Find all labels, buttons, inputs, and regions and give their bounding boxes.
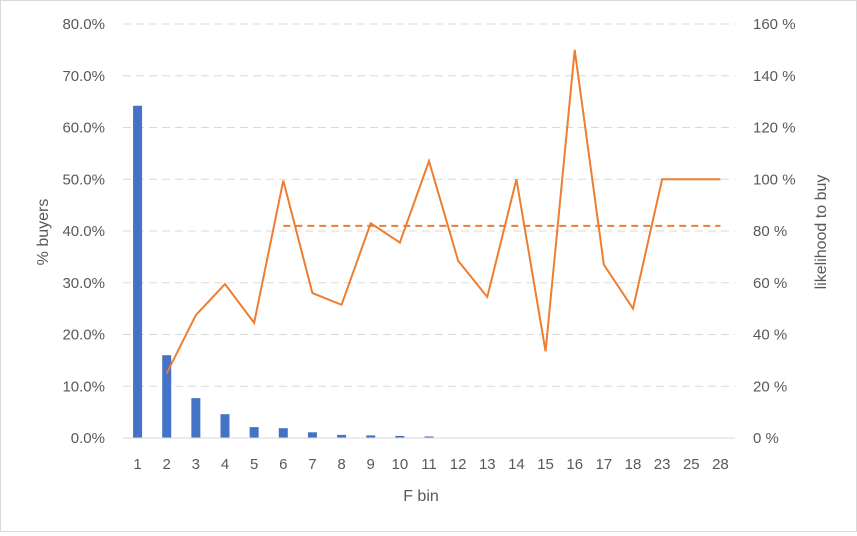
bar	[249, 427, 259, 438]
x-tick-label: 6	[279, 456, 287, 473]
bar	[337, 434, 347, 438]
y-right-tick-label: 60 %	[753, 275, 787, 292]
y-axis-left-title: % buyers	[35, 199, 52, 266]
y-left-tick-label: 40.0%	[62, 223, 105, 240]
x-tick-label: 3	[192, 456, 200, 473]
bar	[162, 355, 172, 438]
x-tick-label: 9	[367, 456, 375, 473]
x-tick-label: 5	[250, 456, 258, 473]
bar	[424, 436, 434, 438]
y-left-tick-label: 20.0%	[62, 327, 105, 344]
x-tick-label: 7	[308, 456, 316, 473]
x-tick-label: 15	[537, 456, 554, 473]
bar	[307, 432, 317, 438]
bar	[133, 105, 143, 438]
y-right-tick-label: 40 %	[753, 327, 787, 344]
x-tick-label: 2	[163, 456, 171, 473]
x-tick-label: 10	[392, 456, 409, 473]
y-left-tick-label: 80.0%	[62, 16, 105, 33]
line-series	[165, 49, 721, 374]
x-tick-label: 23	[654, 456, 671, 473]
y-left-tick-label: 10.0%	[62, 378, 105, 395]
x-tick-label: 13	[479, 456, 496, 473]
x-tick-label: 16	[566, 456, 583, 473]
y-right-tick-label: 20 %	[753, 378, 787, 395]
x-tick-label: 4	[221, 456, 229, 473]
x-tick-label: 25	[683, 456, 700, 473]
y-left-tick-label: 0.0%	[71, 430, 105, 447]
y-left-tick-label: 30.0%	[62, 275, 105, 292]
bar	[278, 428, 288, 438]
x-tick-label: 11	[421, 456, 437, 473]
y-left-tick-label: 60.0%	[62, 120, 105, 137]
y-right-tick-label: 0 %	[753, 430, 779, 447]
x-tick-label: 18	[625, 456, 642, 473]
x-tick-label: 8	[337, 456, 345, 473]
x-tick-label: 28	[712, 456, 729, 473]
y-right-tick-label: 100 %	[753, 171, 796, 188]
x-tick-label: 14	[508, 456, 525, 473]
x-tick-label: 17	[596, 456, 613, 473]
y-right-tick-label: 120 %	[753, 120, 796, 137]
y-right-tick-label: 80 %	[753, 223, 787, 240]
axes: 0.0% 0 % 10.0% 20 % 20.0% 40 % 30.0% 60 % 40.0% 8…	[62, 16, 795, 473]
likelihood-line	[165, 49, 721, 374]
x-tick-label: 1	[133, 456, 141, 473]
x-axis-title: F bin	[403, 488, 439, 505]
bar	[395, 435, 405, 438]
y-right-tick-label: 140 %	[753, 68, 796, 85]
y-right-tick-label: 160 %	[753, 16, 796, 33]
bar	[366, 435, 376, 438]
bar-series	[133, 105, 434, 438]
gridlines	[123, 23, 735, 387]
y-axis-right-title: likelihood to buy	[813, 175, 830, 290]
bar	[191, 398, 201, 438]
y-left-tick-label: 70.0%	[62, 68, 105, 85]
x-tick-label: 12	[450, 456, 467, 473]
bar	[220, 414, 230, 438]
y-left-tick-label: 50.0%	[62, 171, 105, 188]
